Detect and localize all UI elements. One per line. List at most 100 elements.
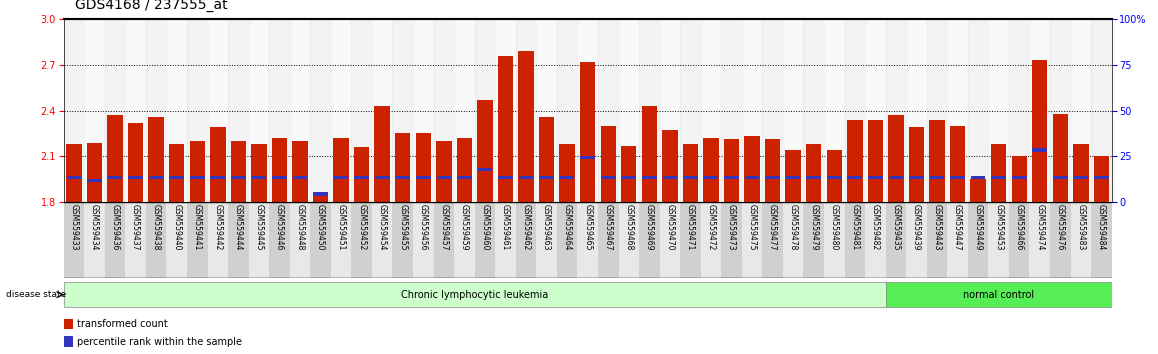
Bar xyxy=(251,176,266,179)
Bar xyxy=(540,176,554,179)
Bar xyxy=(292,141,308,202)
Bar xyxy=(498,56,513,202)
Bar xyxy=(867,120,884,202)
Bar xyxy=(888,115,903,202)
Bar xyxy=(354,147,369,202)
Bar xyxy=(844,202,865,278)
Bar xyxy=(66,144,82,202)
Text: GSM559471: GSM559471 xyxy=(686,204,695,250)
Bar xyxy=(515,202,536,278)
Bar xyxy=(786,176,800,179)
Text: GSM559475: GSM559475 xyxy=(748,204,756,251)
Bar xyxy=(186,19,207,202)
Bar xyxy=(622,176,636,179)
Bar xyxy=(519,51,534,202)
Bar xyxy=(148,117,164,202)
Bar xyxy=(269,19,290,202)
Bar xyxy=(108,115,123,202)
Bar xyxy=(724,139,739,202)
Bar xyxy=(598,19,618,202)
Text: GSM559465: GSM559465 xyxy=(584,204,592,251)
Bar xyxy=(559,144,574,202)
Text: GSM559480: GSM559480 xyxy=(830,204,838,250)
Text: GSM559481: GSM559481 xyxy=(850,204,859,250)
Bar xyxy=(351,19,372,202)
Text: GSM559452: GSM559452 xyxy=(357,204,366,250)
Bar xyxy=(167,19,186,202)
Text: GSM559444: GSM559444 xyxy=(234,204,243,251)
Bar xyxy=(680,19,701,202)
Bar xyxy=(1053,114,1068,202)
Text: GSM559463: GSM559463 xyxy=(542,204,551,251)
Bar xyxy=(190,141,205,202)
Bar xyxy=(211,176,225,179)
Bar xyxy=(1093,156,1109,202)
Bar xyxy=(724,176,739,179)
Bar xyxy=(947,202,968,278)
Bar xyxy=(662,130,677,202)
Bar xyxy=(827,150,842,202)
Bar xyxy=(827,176,842,179)
Bar xyxy=(765,176,780,179)
Bar xyxy=(251,144,266,202)
Bar xyxy=(393,19,413,202)
Bar xyxy=(313,196,328,202)
Bar xyxy=(621,145,637,202)
Bar xyxy=(108,176,123,179)
Bar xyxy=(104,202,125,278)
Bar xyxy=(477,168,492,171)
Bar xyxy=(557,202,578,278)
Bar xyxy=(742,19,762,202)
Bar xyxy=(865,19,886,202)
Bar xyxy=(372,19,393,202)
Text: GSM559477: GSM559477 xyxy=(768,204,777,251)
Bar xyxy=(228,202,249,278)
Bar xyxy=(1053,176,1068,179)
Text: GSM559455: GSM559455 xyxy=(398,204,408,251)
Bar xyxy=(660,19,680,202)
Bar xyxy=(968,19,989,202)
Bar xyxy=(416,176,431,179)
Bar xyxy=(272,176,287,179)
Text: GDS4168 / 237555_at: GDS4168 / 237555_at xyxy=(75,0,228,12)
Bar xyxy=(456,138,472,202)
Bar xyxy=(1094,176,1108,179)
Bar xyxy=(230,141,245,202)
Bar xyxy=(886,202,907,278)
Text: GSM559456: GSM559456 xyxy=(419,204,427,251)
Text: GSM559437: GSM559437 xyxy=(131,204,140,251)
Bar xyxy=(1029,19,1050,202)
Bar xyxy=(169,144,184,202)
Bar xyxy=(372,202,393,278)
Bar xyxy=(598,202,618,278)
Text: GSM559460: GSM559460 xyxy=(481,204,490,251)
Bar xyxy=(989,19,1009,202)
Bar xyxy=(125,202,146,278)
Bar xyxy=(269,202,290,278)
Bar xyxy=(886,282,1112,307)
Bar xyxy=(1009,19,1029,202)
Bar xyxy=(87,179,102,182)
Bar xyxy=(721,202,742,278)
Bar xyxy=(557,19,578,202)
Bar xyxy=(806,144,821,202)
Bar xyxy=(926,202,947,278)
Text: GSM559439: GSM559439 xyxy=(913,204,921,251)
Bar xyxy=(475,19,496,202)
Bar xyxy=(375,176,389,179)
Bar xyxy=(331,202,351,278)
Bar xyxy=(290,19,310,202)
Bar xyxy=(639,19,660,202)
Bar xyxy=(85,202,104,278)
Bar xyxy=(703,138,719,202)
Bar xyxy=(888,176,903,179)
Text: GSM559443: GSM559443 xyxy=(932,204,941,251)
Bar xyxy=(374,106,390,202)
Bar xyxy=(785,150,801,202)
Bar xyxy=(64,202,85,278)
Bar xyxy=(680,202,701,278)
Bar xyxy=(496,19,515,202)
Bar xyxy=(393,202,413,278)
Text: GSM559447: GSM559447 xyxy=(953,204,962,251)
Bar xyxy=(536,202,557,278)
